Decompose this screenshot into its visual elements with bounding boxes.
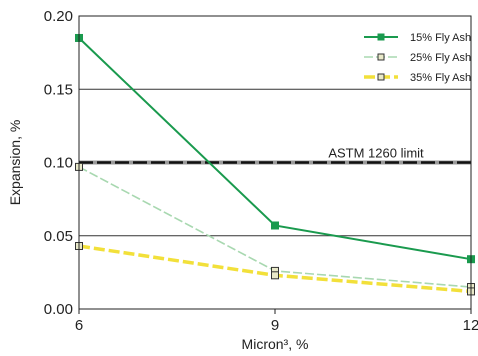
legend-marker <box>377 33 385 41</box>
y-tick-label: 0.20 <box>44 8 73 25</box>
x-tick-labels: 6 9 12 <box>75 309 478 334</box>
legend: 15% Fly Ash 25% Fly Ash 35% Fly Ash <box>364 32 471 84</box>
x-tick-label: 9 <box>271 317 279 334</box>
data-point <box>271 271 279 280</box>
x-tick-label: 12 <box>463 317 478 334</box>
y-tick-label: 0.15 <box>44 81 73 98</box>
y-tick-label: 0.05 <box>44 228 73 245</box>
legend-marker <box>377 53 385 61</box>
y-axis-label: Expansion, % <box>7 120 23 206</box>
legend-label: 15% Fly Ash <box>410 32 471 44</box>
y-tick-label: 0.00 <box>44 301 73 318</box>
legend-label: 35% Fly Ash <box>410 72 471 84</box>
x-tick-label: 6 <box>75 317 83 334</box>
data-point <box>271 221 279 230</box>
x-axis-label: Micron³, % <box>242 336 309 352</box>
legend-marker <box>377 73 385 81</box>
y-tick-labels: 0.00 0.05 0.10 0.15 0.20 <box>44 8 73 318</box>
y-tick-label: 0.10 <box>44 155 73 172</box>
legend-label: 25% Fly Ash <box>410 52 471 64</box>
reference-line-label: ASTM 1260 limit <box>328 146 424 161</box>
